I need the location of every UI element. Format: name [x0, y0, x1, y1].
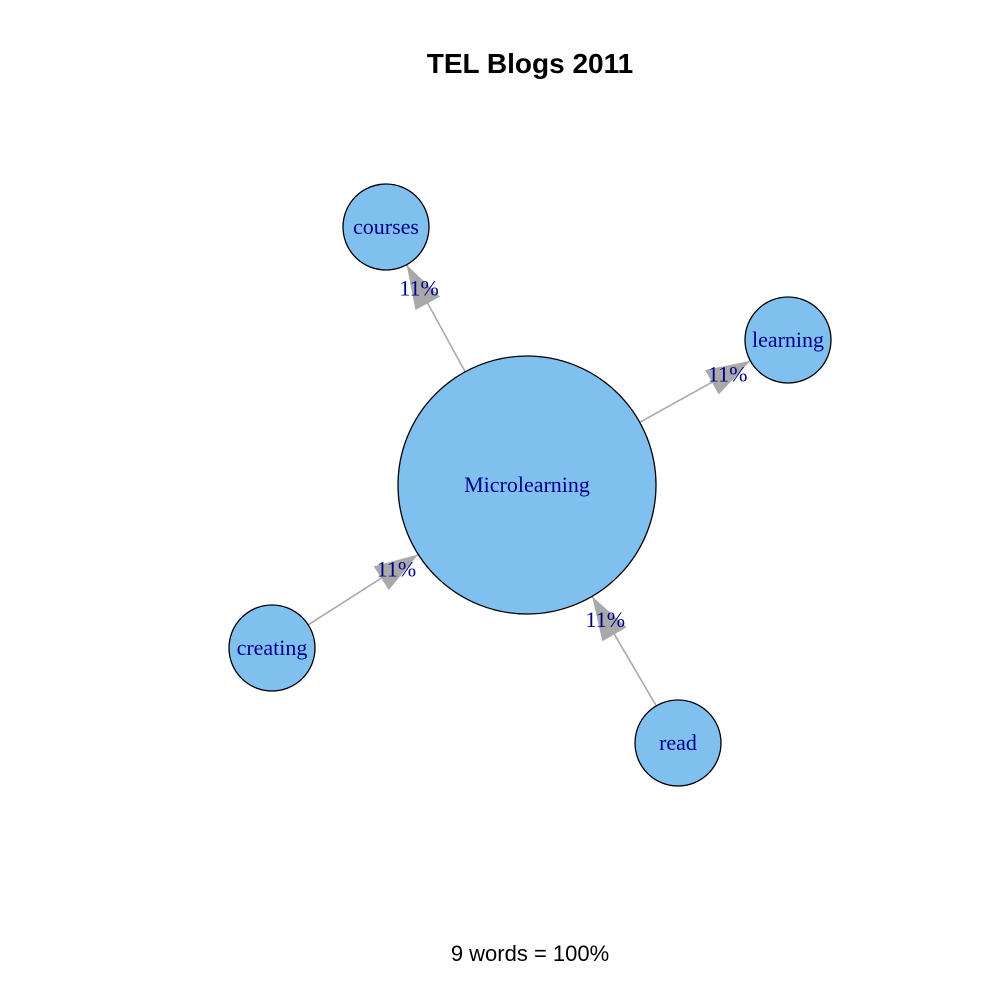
edge-labels-layer: 11% 11% 11% 11%: [377, 276, 748, 632]
node-label-creating: creating: [237, 635, 308, 660]
graph-title: TEL Blogs 2011: [427, 48, 633, 79]
node-label-courses: courses: [353, 214, 419, 239]
node-label-read: read: [659, 730, 697, 755]
arrowhead-read-microlearning: [592, 596, 627, 642]
node-circle-read: [634, 699, 722, 787]
edges-layer: [307, 264, 751, 707]
node-courses: courses: [342, 183, 430, 271]
arrowhead-microlearning-courses: [406, 264, 441, 311]
node-label-learning: learning: [752, 327, 824, 352]
nodes-layer: Microlearning courses learning creating read: [228, 183, 832, 787]
arrowhead-microlearning-learning: [705, 360, 751, 395]
node-learning: learning: [744, 296, 832, 384]
edge-label-microlearning-courses: 11%: [399, 276, 439, 301]
edge-label-microlearning-learning: 11%: [708, 362, 748, 387]
node-circle-learning: [744, 296, 832, 384]
node-label-microlearning: Microlearning: [464, 472, 590, 497]
arrowhead-creating-microlearning: [373, 554, 419, 590]
node-read: read: [634, 699, 722, 787]
graph-footer: 9 words = 100%: [451, 941, 609, 966]
edge-label-creating-microlearning: 11%: [377, 556, 417, 581]
node-circle-creating: [228, 604, 316, 692]
node-circle-microlearning: [397, 355, 657, 615]
node-microlearning: Microlearning: [397, 355, 657, 615]
node-creating: creating: [228, 604, 316, 692]
edge-label-read-microlearning: 11%: [586, 607, 626, 632]
node-circle-courses: [342, 183, 430, 271]
